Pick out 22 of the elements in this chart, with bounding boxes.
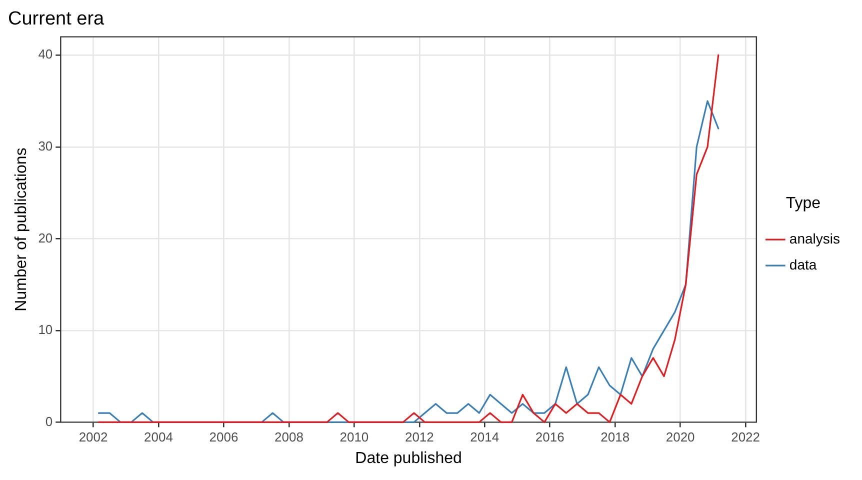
- x-tick-label: 2010: [340, 430, 369, 445]
- y-tick-label: 30: [38, 138, 53, 154]
- chart-title: Current era: [8, 8, 105, 30]
- y-tick-label: 40: [38, 46, 53, 62]
- legend-title: Type: [786, 194, 821, 212]
- y-tick-label: 0: [45, 414, 53, 429]
- x-tick-label: 2012: [404, 430, 434, 445]
- x-tick-label: 2002: [78, 430, 108, 445]
- x-tick-label: 2022: [731, 430, 760, 445]
- y-tick-label: 20: [38, 230, 53, 246]
- x-tick-label: 2018: [600, 430, 630, 445]
- y-tick-label: 10: [38, 322, 53, 338]
- y-axis-title: Number of publications: [13, 148, 30, 312]
- legend-label: analysis: [789, 230, 840, 246]
- x-tick-label: 2020: [666, 430, 695, 445]
- x-tick-label: 2008: [274, 430, 304, 445]
- x-tick-label: 2004: [144, 430, 173, 445]
- x-axis-title: Date published: [355, 450, 462, 467]
- legend-label: data: [789, 256, 817, 272]
- x-tick-label: 2014: [470, 430, 500, 445]
- x-tick-label: 2016: [535, 430, 564, 445]
- x-tick-label: 2006: [209, 430, 238, 445]
